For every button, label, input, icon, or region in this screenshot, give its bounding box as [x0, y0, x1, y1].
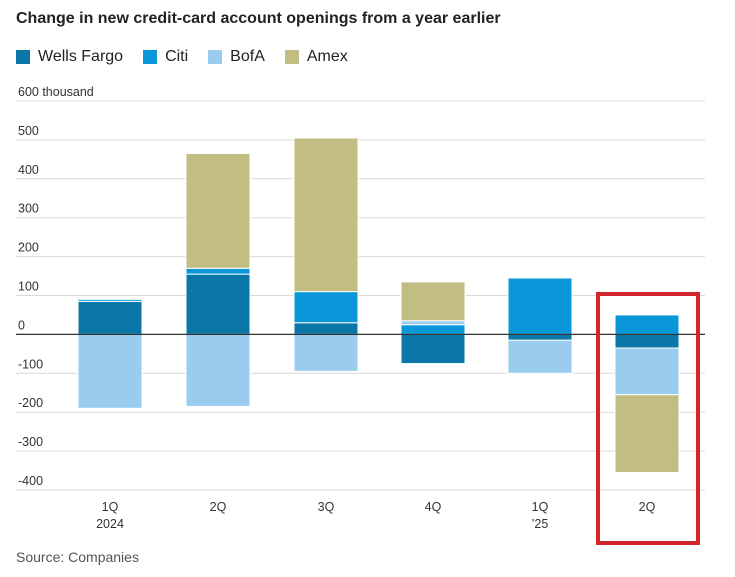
bar-segment-amex [614, 394, 680, 473]
legend-item-amex: Amex [284, 48, 348, 66]
bar-segment-wells-fargo [77, 300, 143, 335]
y-tick-label: -100 [18, 357, 43, 371]
bar-segment-wells-fargo [614, 333, 680, 349]
bar-segment-wells-fargo [293, 322, 359, 335]
x-tick-sublabel: ’25 [532, 517, 549, 531]
source-note: Source: Companies [16, 549, 139, 565]
chart-title: Change in new credit-card account openin… [16, 10, 501, 27]
legend-item-citi: Citi [143, 48, 188, 66]
y-tick-label: -200 [18, 396, 43, 410]
bar-segment-wells-fargo [400, 333, 466, 365]
bar-segment-bofa [77, 333, 143, 409]
y-tick-label: -300 [18, 435, 43, 449]
legend-label: Wells Fargo [38, 48, 124, 65]
bar-segment-citi [614, 314, 680, 335]
legend-swatch [16, 50, 30, 64]
bar-segment-bofa [507, 339, 573, 374]
bar-segment-citi [185, 267, 251, 275]
x-tick-label: 1Q [532, 500, 549, 514]
x-tick-label: 3Q [318, 500, 335, 514]
y-tick-label: 400 [18, 163, 39, 177]
bar-segment-bofa [614, 347, 680, 396]
legend-swatch [143, 50, 158, 64]
bar-segment-amex [400, 281, 466, 322]
legend-item-bofa: BofA [208, 48, 265, 66]
y-tick-label: 300 [18, 202, 39, 216]
y-tick-label: 200 [18, 241, 39, 255]
bar-segment-citi [400, 324, 466, 335]
bar-segment-wells-fargo [185, 273, 251, 335]
y-tick-label: 500 [18, 124, 39, 138]
bar-segment-citi [293, 291, 359, 324]
highlight-box [596, 292, 700, 545]
y-tick-label: 600 thousand [18, 85, 94, 99]
legend-label: BofA [230, 48, 265, 65]
y-tick-label: 0 [18, 318, 25, 332]
x-tick-label: 2Q [639, 500, 656, 514]
bar-segment-wells-fargo [507, 333, 573, 341]
bar-segment-citi [77, 298, 143, 302]
legend-item-wells-fargo: Wells Fargo [16, 48, 123, 66]
x-tick-label: 2Q [210, 500, 227, 514]
legend-swatch [208, 50, 223, 64]
bar-segment-bofa [185, 333, 251, 407]
bar-segment-bofa [400, 320, 466, 326]
x-tick-label: 1Q [102, 500, 119, 514]
legend-swatch [284, 50, 299, 64]
chart-legend: Wells Fargo Citi BofA Amex [16, 48, 368, 66]
y-tick-label: -400 [18, 474, 43, 488]
bar-segment-amex [185, 153, 251, 269]
x-tick-sublabel: 2024 [96, 517, 124, 531]
bar-segment-citi [507, 277, 573, 335]
legend-label: Citi [165, 48, 189, 65]
x-tick-label: 4Q [425, 500, 442, 514]
bar-segment-bofa [293, 333, 359, 372]
legend-label: Amex [306, 48, 348, 65]
bar-segment-amex [293, 137, 359, 293]
y-tick-label: 100 [18, 280, 39, 294]
